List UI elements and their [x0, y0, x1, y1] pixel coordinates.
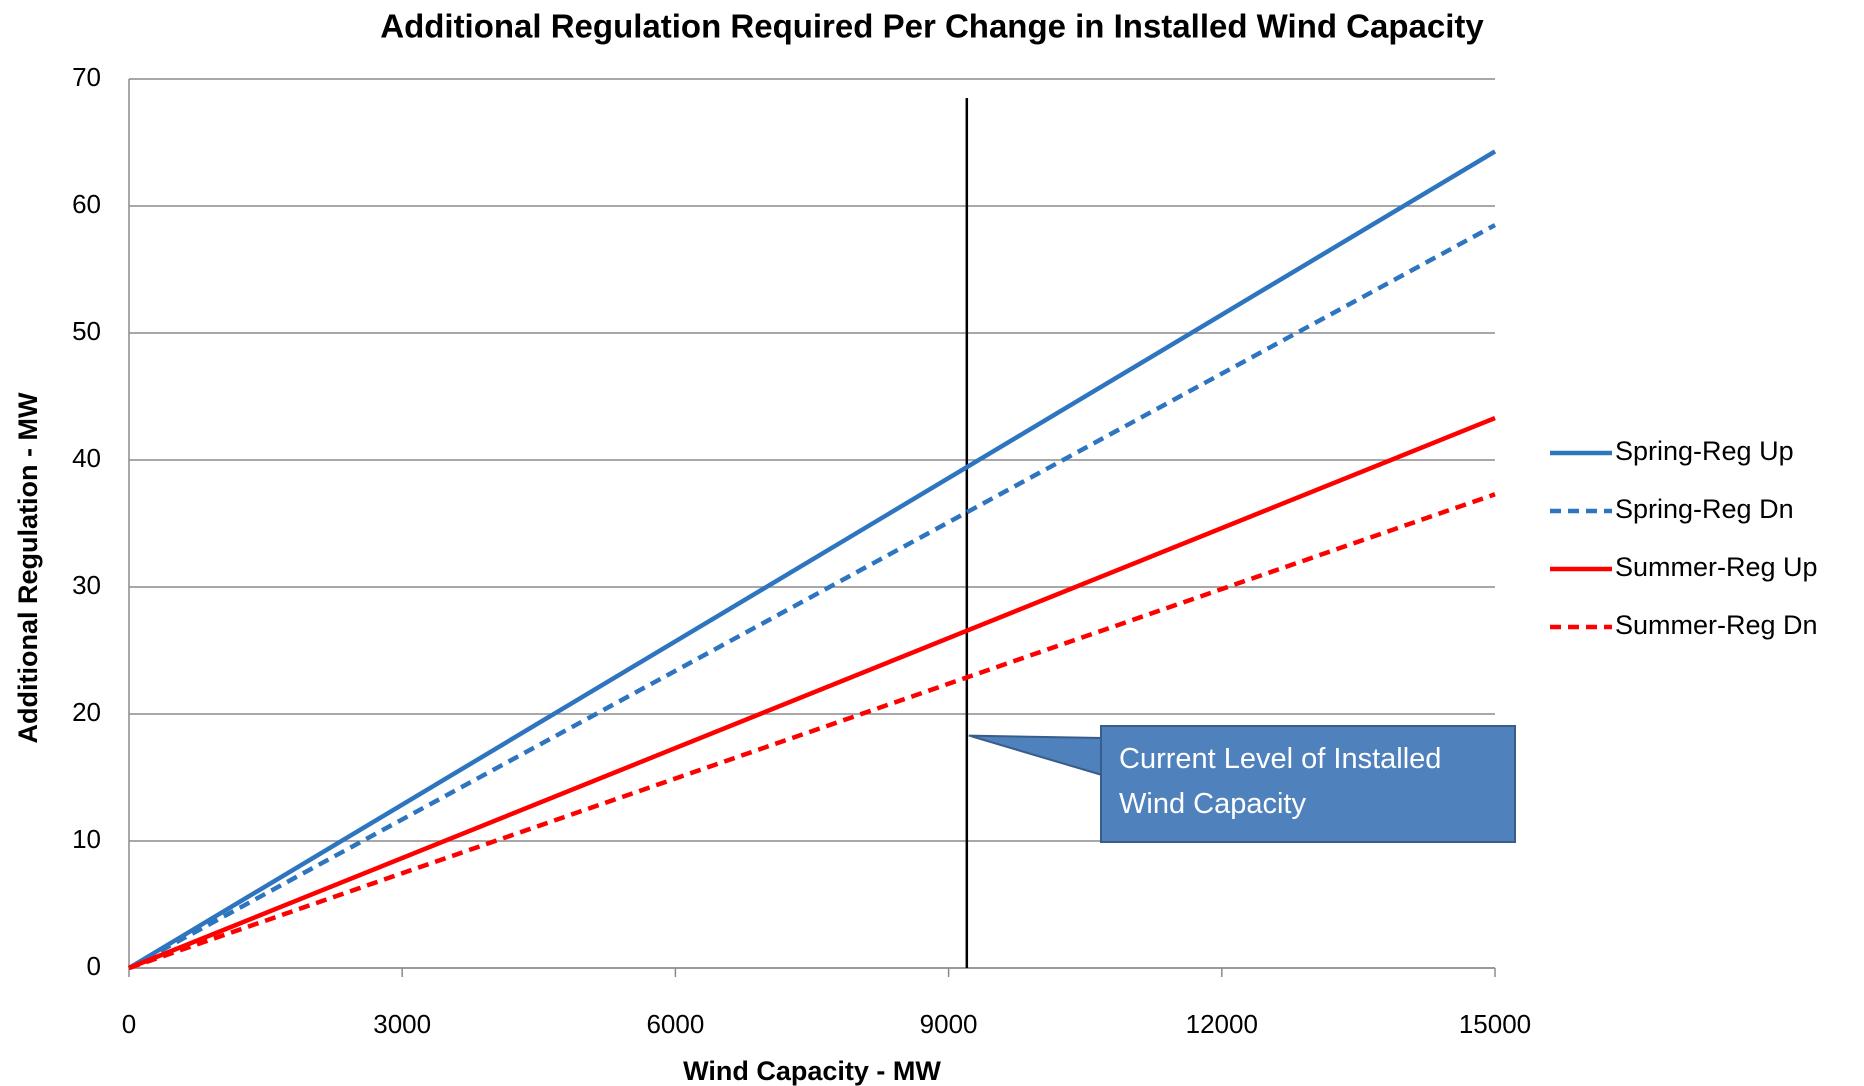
- x-tick-label: 3000: [373, 1009, 431, 1039]
- x-tick-label: 6000: [646, 1009, 704, 1039]
- x-tick-label: 12000: [1186, 1009, 1258, 1039]
- callout-pointer: [968, 734, 1103, 777]
- y-tick-label: 30: [72, 570, 101, 600]
- series-line: [127, 149, 1497, 970]
- y-tick-label: 40: [72, 443, 101, 473]
- x-tick-label: 15000: [1459, 1009, 1531, 1039]
- legend-label: Spring-Reg Dn: [1615, 494, 1794, 524]
- y-tick-label: 50: [72, 316, 101, 346]
- y-tick-label: 10: [72, 824, 101, 854]
- y-tick-label: 20: [72, 697, 101, 727]
- y-tick-label: 70: [72, 62, 101, 92]
- annotation: Current Level of Installed Wind Capacity: [1100, 725, 1516, 843]
- series-line: [128, 492, 1496, 971]
- x-axis-label: Wind Capacity - MW: [683, 1056, 941, 1086]
- series-line: [127, 223, 1497, 970]
- y-tick-label: 0: [87, 951, 101, 981]
- x-tick-label: 0: [122, 1009, 136, 1039]
- legend-label: Summer-Reg Dn: [1615, 610, 1818, 640]
- legend-label: Summer-Reg Up: [1615, 552, 1818, 582]
- y-axis-label: Additional Regulation - MW: [13, 392, 43, 743]
- series-line: [128, 416, 1496, 971]
- y-tick-label: 60: [72, 189, 101, 219]
- legend-label: Spring-Reg Up: [1615, 436, 1794, 466]
- x-tick-label: 9000: [920, 1009, 978, 1039]
- chart-title: Additional Regulation Required Per Chang…: [380, 8, 1484, 45]
